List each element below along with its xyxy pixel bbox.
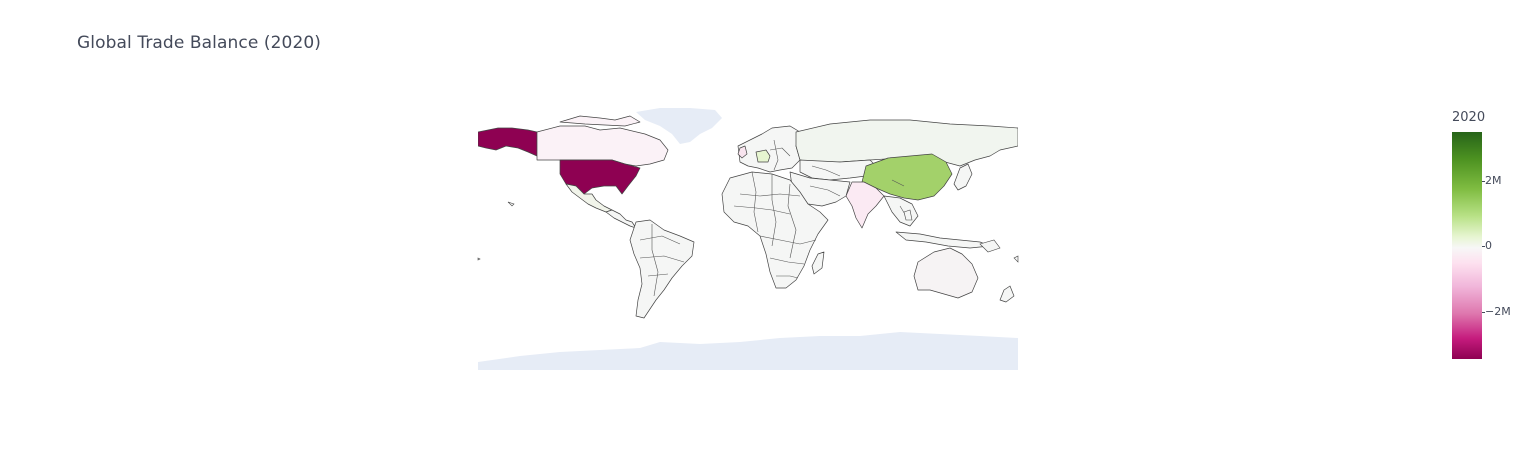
country-usa-alaska[interactable] bbox=[478, 127, 538, 157]
country-india[interactable] bbox=[845, 181, 885, 229]
canada-islands bbox=[559, 115, 641, 127]
continent-europe[interactable] bbox=[737, 125, 801, 173]
country-japan[interactable] bbox=[953, 163, 973, 191]
chart-title: Global Trade Balance (2020) bbox=[77, 33, 322, 53]
country-china[interactable] bbox=[861, 153, 953, 201]
interior-borders bbox=[639, 139, 907, 297]
region-southeast-asia[interactable] bbox=[883, 195, 919, 227]
country-new-zealand[interactable] bbox=[999, 285, 1015, 303]
colorbar-tick-2m: 2M bbox=[1482, 174, 1502, 187]
central-america[interactable] bbox=[605, 209, 637, 229]
colorbar-tick-neg2m: −2M bbox=[1482, 305, 1511, 318]
country-uk[interactable] bbox=[737, 145, 748, 159]
colorbar-tick-0: 0 bbox=[1482, 239, 1492, 252]
country-germany[interactable] bbox=[755, 149, 771, 163]
colorbar-title: 2020 bbox=[1452, 110, 1486, 125]
country-australia[interactable] bbox=[913, 247, 979, 299]
region-central-asia[interactable] bbox=[799, 159, 881, 181]
country-indonesia[interactable] bbox=[895, 231, 991, 249]
continent-south-america[interactable] bbox=[629, 219, 695, 319]
small-islands bbox=[477, 201, 1019, 263]
continent-africa[interactable] bbox=[721, 171, 829, 289]
country-greenland[interactable] bbox=[636, 108, 722, 144]
colorbar bbox=[1452, 132, 1482, 359]
country-madagascar[interactable] bbox=[811, 251, 825, 275]
country-antarctica[interactable] bbox=[478, 332, 1018, 370]
